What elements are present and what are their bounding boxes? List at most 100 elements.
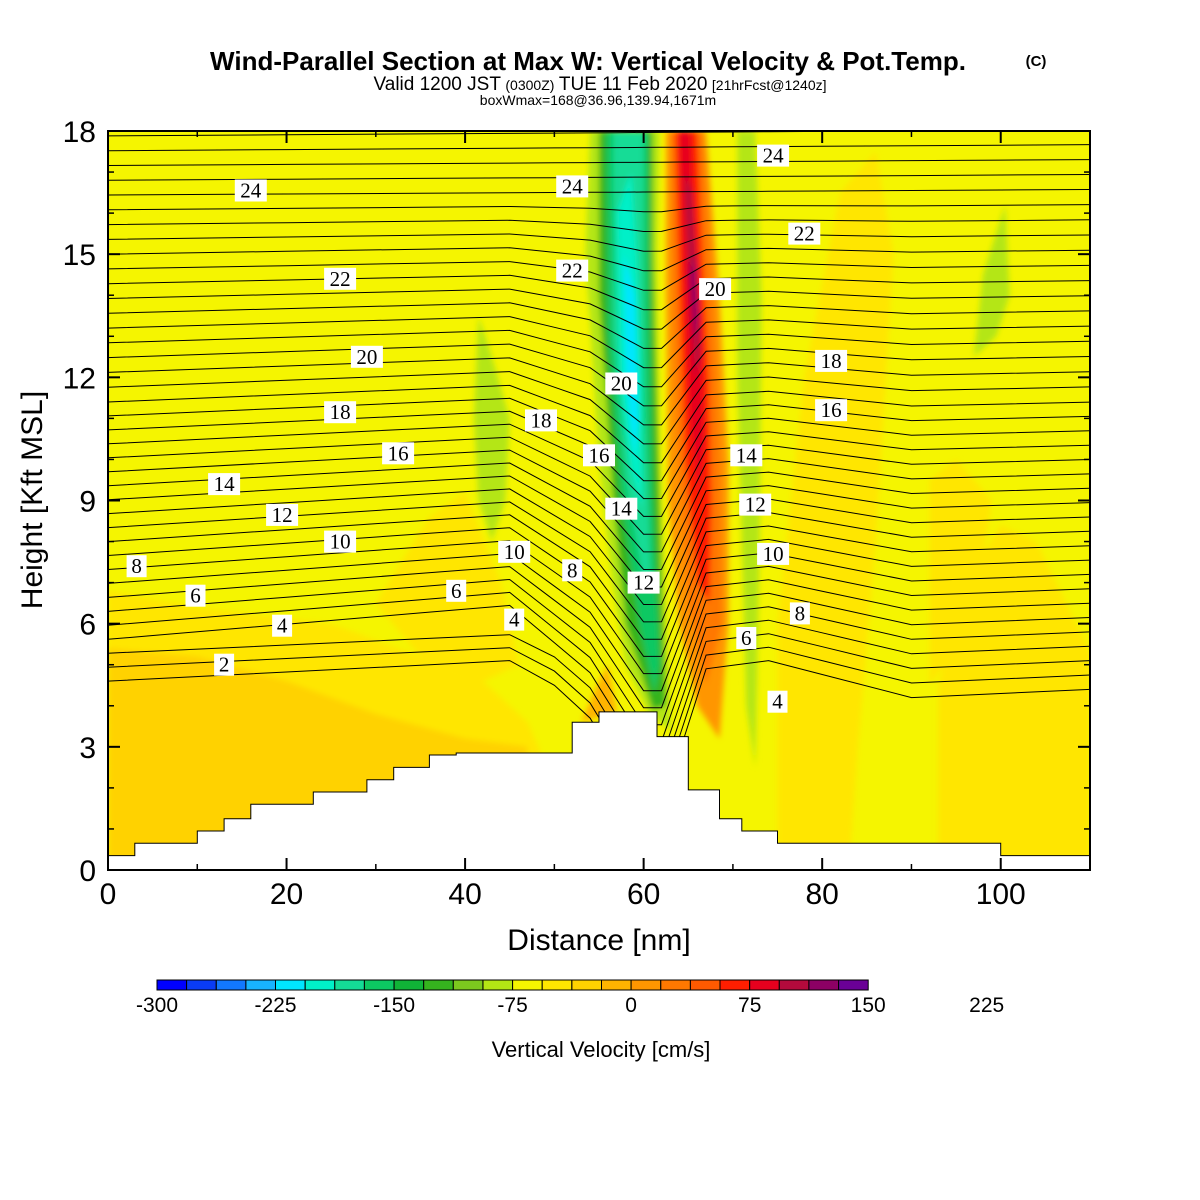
x-axis-label: Distance [nm] <box>507 924 690 957</box>
theta-label: 18 <box>525 408 557 432</box>
theta-label: 10 <box>498 540 531 564</box>
svg-text:16: 16 <box>388 441 409 465</box>
svg-text:16: 16 <box>821 398 842 422</box>
svg-text:6: 6 <box>451 579 462 603</box>
theta-label: 8 <box>126 554 147 578</box>
theta-label: 4 <box>767 690 788 714</box>
theta-label: 16 <box>583 443 615 467</box>
colorbar-swatch <box>275 979 306 991</box>
svg-text:4: 4 <box>277 614 288 638</box>
svg-text:4: 4 <box>509 608 520 632</box>
colorbar-tick-label: -75 <box>497 994 527 1017</box>
theta-label: 6 <box>736 626 757 650</box>
theta-contour <box>108 316 1090 369</box>
svg-text:10: 10 <box>504 540 525 564</box>
colorbar-tick-label: 225 <box>969 994 1004 1017</box>
theta-contour <box>108 449 1090 553</box>
theta-contour <box>108 302 1090 349</box>
colorbar-swatch <box>304 979 336 991</box>
colorbar-tick-label: -150 <box>373 994 415 1017</box>
chart-title: Wind-Parallel Section at Max W: Vertical… <box>210 46 966 76</box>
svg-text:22: 22 <box>330 267 351 291</box>
svg-text:14: 14 <box>736 443 758 467</box>
colorbar-swatch <box>482 979 514 991</box>
w-neg-streak-101 <box>973 204 1010 357</box>
theta-label: 10 <box>324 530 357 554</box>
svg-text:16: 16 <box>589 443 610 467</box>
svg-text:20: 20 <box>356 345 377 369</box>
x-tick-label: 60 <box>627 878 660 911</box>
theta-contour <box>108 189 1090 196</box>
svg-text:6: 6 <box>190 584 201 608</box>
svg-text:10: 10 <box>330 530 351 554</box>
y-tick-label: 6 <box>79 609 96 642</box>
theta-label: 18 <box>324 400 357 424</box>
svg-text:22: 22 <box>794 222 815 246</box>
colorbar-swatch <box>838 979 869 991</box>
theta-label: 12 <box>739 493 772 517</box>
svg-text:24: 24 <box>763 144 785 168</box>
colorbar-tick-label: -225 <box>254 994 296 1017</box>
svg-text:2: 2 <box>219 653 230 677</box>
x-tick-label: 80 <box>805 878 838 911</box>
theta-label: 12 <box>627 571 660 595</box>
colorbar-swatch <box>808 979 840 991</box>
svg-text:14: 14 <box>214 472 236 496</box>
theta-contour <box>108 261 1090 291</box>
y-tick-label: 12 <box>63 362 96 395</box>
colorbar-swatch <box>245 979 276 991</box>
svg-text:20: 20 <box>611 372 632 396</box>
theta-label: 24 <box>757 144 790 168</box>
theta-label: 20 <box>699 277 732 301</box>
w-pos-low-terrain <box>581 664 617 723</box>
x-axis: 0 20 40 60 80 100 <box>100 131 1091 911</box>
svg-text:6: 6 <box>741 626 752 650</box>
theta-contour <box>108 329 1090 388</box>
theta-contour <box>108 501 1090 623</box>
plot-area: 2468101214161820222446810182224201614122… <box>107 130 1091 871</box>
theta-contour <box>108 397 1090 482</box>
theta-contour <box>108 475 1090 588</box>
theta-contour <box>108 436 1090 535</box>
x-tick-label: 20 <box>270 878 303 911</box>
theta-label: 4 <box>504 608 525 632</box>
colorbar-swatch <box>186 979 217 991</box>
svg-text:14: 14 <box>611 497 633 521</box>
colorbar-swatch <box>512 979 543 991</box>
colorbar-swatch <box>601 979 632 991</box>
theta-contour <box>108 578 1090 726</box>
theta-contour <box>108 540 1090 675</box>
chart-subtitle: Valid 1200 JST (0300Z) TUE 11 Feb 2020 [… <box>373 74 826 95</box>
y-axis-label: Height [Kft MSL] <box>16 391 49 609</box>
svg-text:8: 8 <box>795 601 806 625</box>
colorbar-swatch <box>660 979 691 991</box>
theta-label-layer: 2468101214161820222446810182224201614122… <box>126 144 848 714</box>
theta-contour <box>108 462 1090 571</box>
colorbar-swatch <box>689 979 721 991</box>
colorbar-swatch <box>363 979 395 991</box>
theta-label: 20 <box>605 372 638 396</box>
colorbar-tick-label: 75 <box>738 994 761 1017</box>
colorbar-swatch <box>452 979 484 991</box>
terrain <box>108 711 1090 870</box>
colorbar: -300 -225 -150 -75 0 75 150 225 <box>136 979 1004 1017</box>
colorbar-swatch <box>393 979 425 991</box>
theta-contour <box>108 357 1090 426</box>
theta-contour <box>108 288 1090 330</box>
theta-label: 22 <box>324 267 357 291</box>
theta-label: 4 <box>272 614 293 638</box>
theta-contour <box>108 204 1090 213</box>
w-pos-weak-farright <box>938 525 1090 870</box>
colorbar-swatch <box>778 979 810 991</box>
colorbar-tick-label: -300 <box>136 994 178 1017</box>
svg-text:10: 10 <box>763 542 784 566</box>
theta-label: 18 <box>815 349 848 373</box>
colorbar-tick-label: 150 <box>851 994 886 1017</box>
svg-text:18: 18 <box>330 400 351 424</box>
theta-label: 22 <box>788 222 821 246</box>
theta-contour <box>108 343 1090 407</box>
svg-text:22: 22 <box>562 259 583 283</box>
theta-contour <box>108 274 1090 311</box>
theta-label: 8 <box>789 601 810 625</box>
w-pos-purple <box>690 254 699 345</box>
